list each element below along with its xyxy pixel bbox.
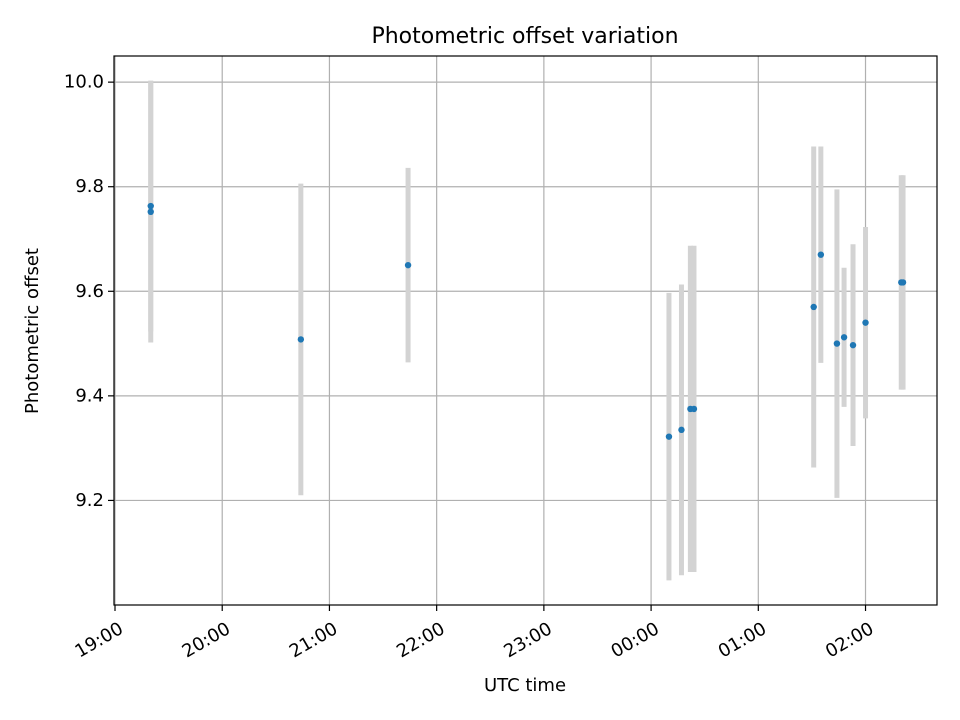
grid-lines xyxy=(114,56,937,605)
data-point xyxy=(862,319,869,326)
data-point xyxy=(404,261,412,269)
data-point xyxy=(147,202,154,210)
y-tick-label: 9.6 xyxy=(75,281,104,302)
y-axis-label: Photometric offset xyxy=(22,248,43,414)
plot-frame xyxy=(113,55,938,606)
x-axis-label: UTC time xyxy=(484,675,566,696)
data-point xyxy=(297,336,305,343)
data-point xyxy=(810,303,817,311)
y-tick-label: 9.8 xyxy=(75,176,104,197)
data-point xyxy=(690,405,698,413)
chart-title: Photometric offset variation xyxy=(371,24,678,49)
data-point xyxy=(840,334,848,341)
y-tick-label: 9.4 xyxy=(75,385,104,406)
y-tick-label: 10.0 xyxy=(64,72,104,93)
data-point xyxy=(147,208,154,216)
data-point xyxy=(899,279,907,286)
data-points xyxy=(147,202,907,440)
data-point xyxy=(849,341,857,349)
data-point xyxy=(665,433,673,440)
data-point xyxy=(678,426,685,434)
data-point xyxy=(833,340,841,347)
data-point xyxy=(817,251,825,258)
y-tick-label: 9.2 xyxy=(75,490,104,511)
